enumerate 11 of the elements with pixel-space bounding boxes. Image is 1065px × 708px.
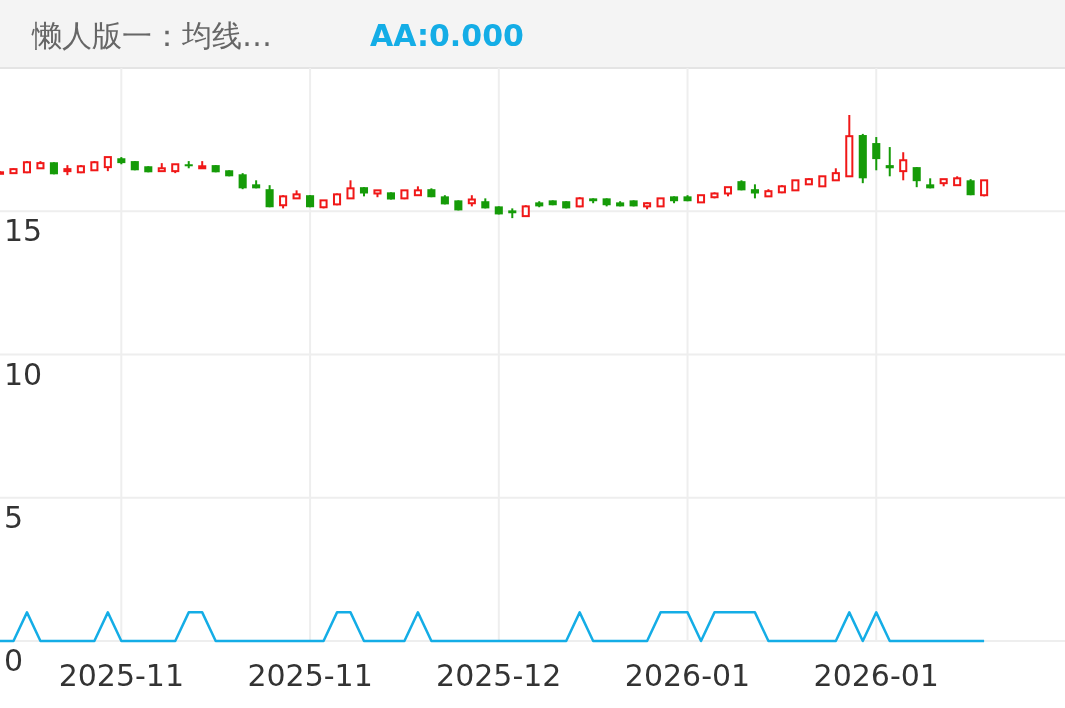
text: AA:0.000 — [370, 18, 524, 53]
y-tick-label: 15 — [4, 213, 43, 249]
y-tick-label: 10 — [4, 356, 43, 392]
x-tick-label: 2025-11 — [58, 658, 185, 693]
x-tick-label: 2025-11 — [247, 658, 373, 693]
x-tick-label: 2026-01 — [813, 658, 939, 693]
x-tick-label: 2025-12 — [436, 658, 562, 693]
chart-title: 懒人版一：均线… — [31, 18, 272, 53]
y-tick-label: 0 — [4, 643, 24, 678]
x-tick-label: 2026-01 — [624, 658, 751, 693]
y-tick-label: 5 — [4, 499, 24, 535]
